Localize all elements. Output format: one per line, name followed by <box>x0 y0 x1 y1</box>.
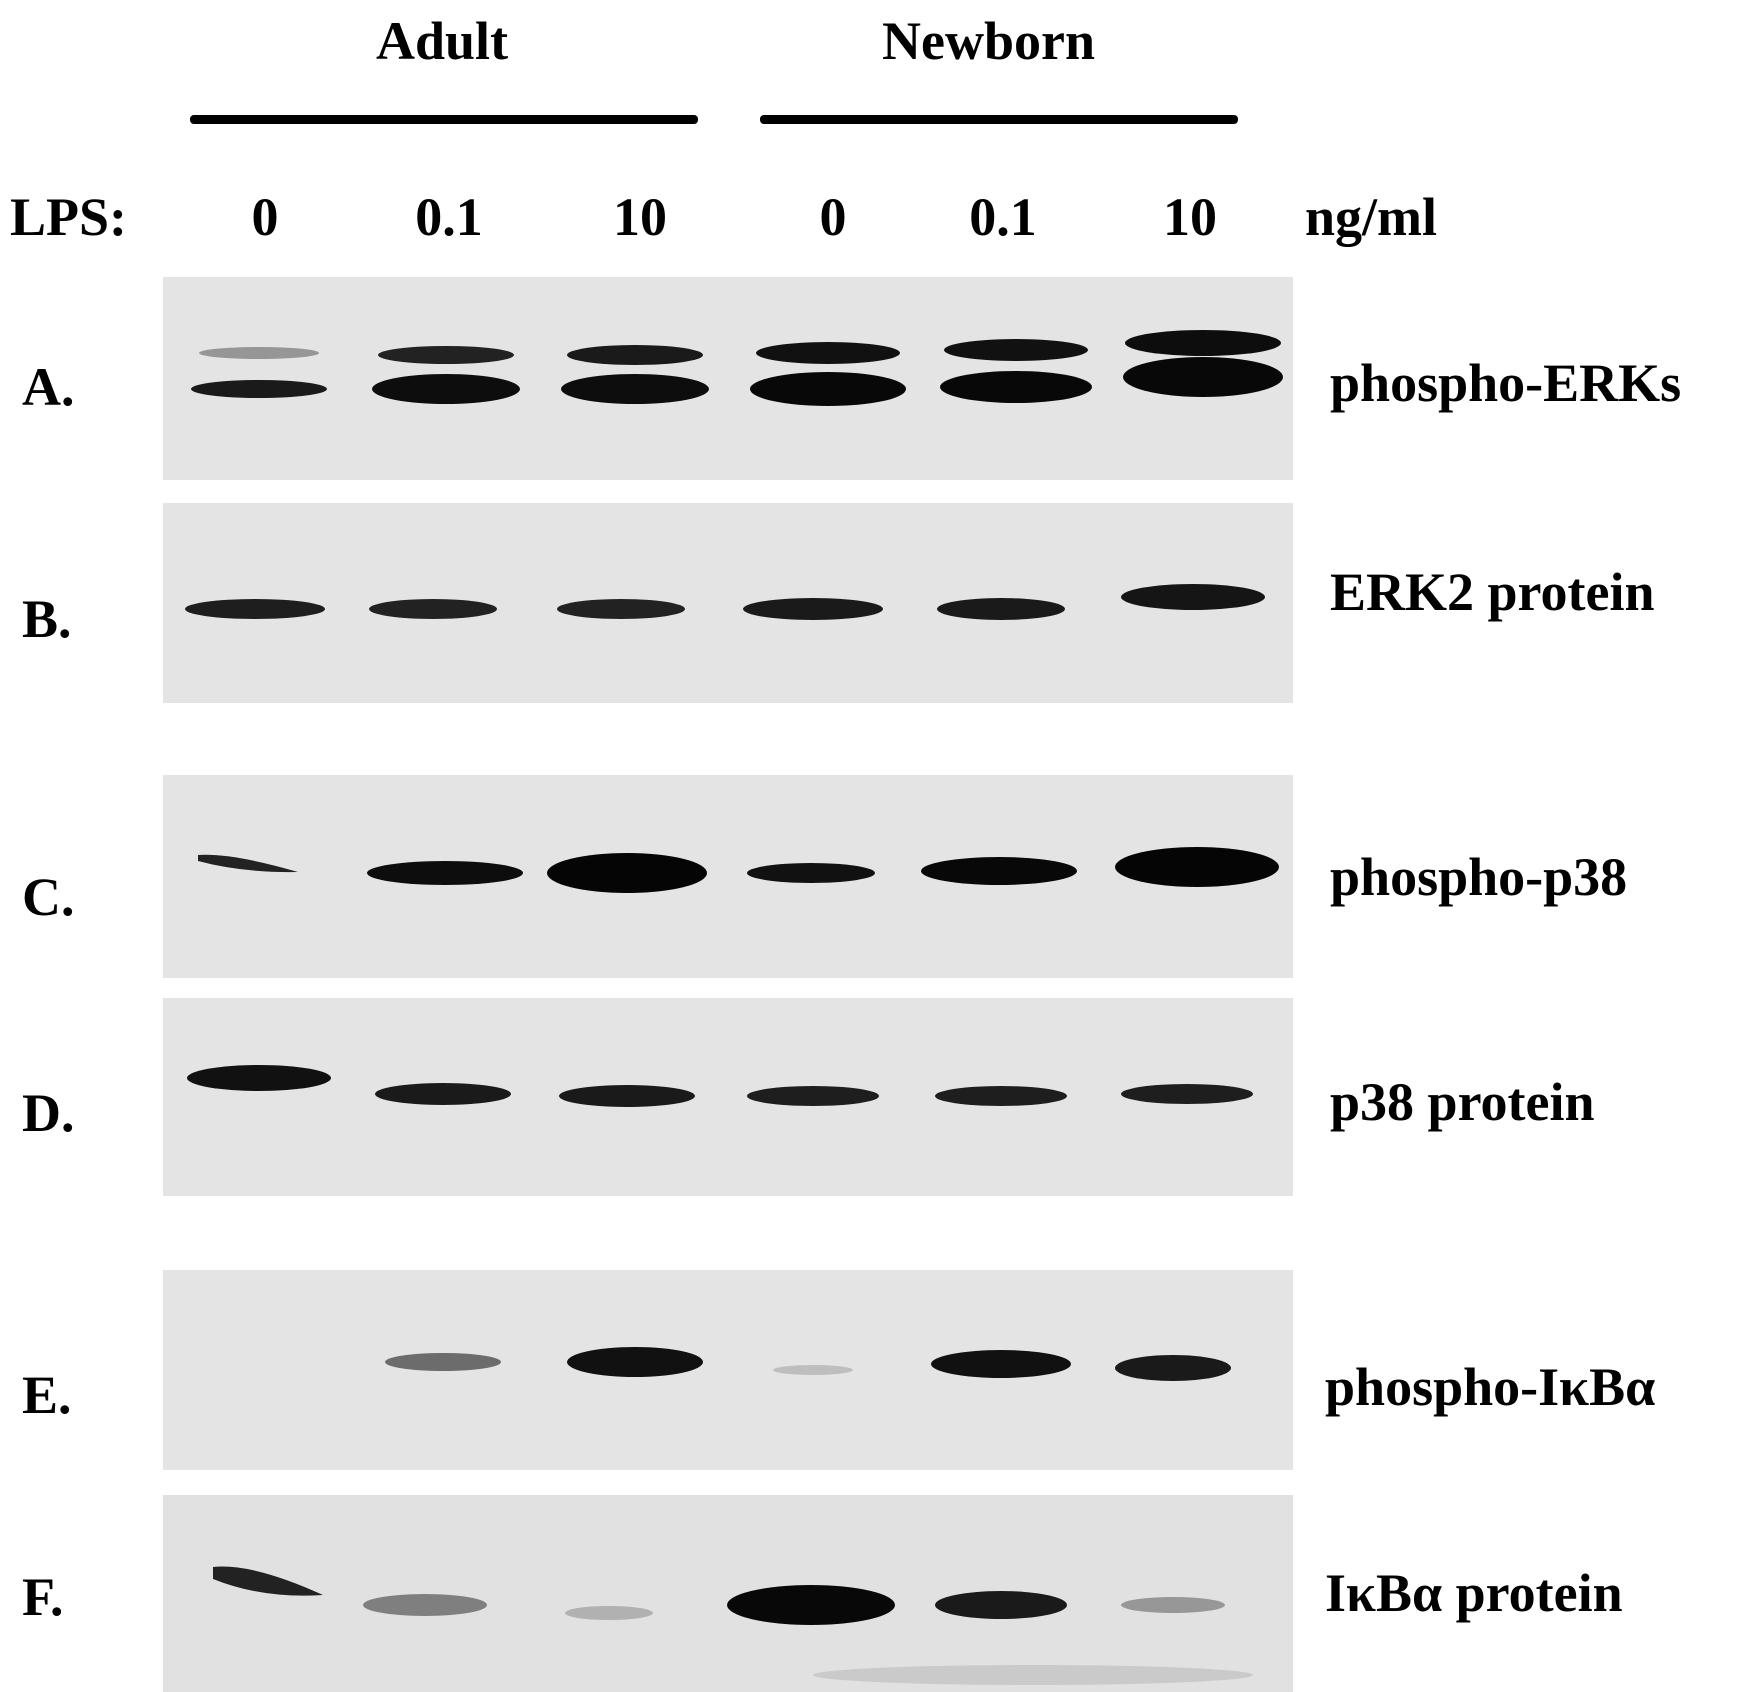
band-a-lower-5 <box>940 371 1092 403</box>
band-a-lower-3 <box>561 374 709 404</box>
band-c-2 <box>367 861 523 885</box>
panel-letter-a: A. <box>22 357 75 417</box>
band-c-1 <box>198 854 298 873</box>
band-b-5 <box>937 598 1065 620</box>
group-underline-newborn <box>760 115 1238 124</box>
band-f-6 <box>1121 1597 1225 1613</box>
panel-name-d: p38 protein <box>1330 1072 1595 1132</box>
band-b-2 <box>369 599 497 619</box>
band-f-2 <box>363 1594 487 1616</box>
band-e-5 <box>931 1350 1071 1378</box>
band-d-5 <box>935 1086 1067 1106</box>
band-a-lower-6 <box>1123 357 1283 397</box>
group-title-newborn: Newborn <box>882 11 1095 71</box>
band-c-6 <box>1115 847 1279 887</box>
band-a-upper-4 <box>756 342 900 364</box>
panel-letter-f: F. <box>22 1567 64 1627</box>
panel-letter-b: B. <box>22 589 72 649</box>
blot-f-image <box>163 1495 1293 1692</box>
dose-lane-2: 0.1 <box>415 187 483 247</box>
panel-letter-e: E. <box>22 1365 72 1425</box>
treatment-label: LPS: <box>10 187 128 247</box>
band-c-3 <box>547 853 707 893</box>
band-a-upper-2 <box>378 346 514 364</box>
band-a-lower-1 <box>191 380 327 398</box>
dose-lane-1: 0 <box>251 187 279 247</box>
dose-lane-6: 10 <box>1163 187 1217 247</box>
band-c-5 <box>921 857 1077 885</box>
band-f-lower-smear <box>813 1665 1253 1685</box>
panel-letter-d: D. <box>22 1083 75 1143</box>
blot-panel-b <box>163 503 1293 703</box>
band-e-2 <box>385 1353 501 1371</box>
blot-b-image <box>163 503 1293 703</box>
band-f-3 <box>565 1606 653 1620</box>
blot-panel-d <box>163 998 1293 1196</box>
blot-d-image <box>163 998 1293 1196</box>
panel-name-c: phospho-p38 <box>1330 847 1628 907</box>
group-title-adult: Adult <box>376 11 509 71</box>
band-b-6 <box>1121 584 1265 610</box>
blot-panel-e <box>163 1270 1293 1470</box>
dose-unit: ng/ml <box>1305 187 1438 247</box>
band-d-3 <box>559 1085 695 1107</box>
band-f-5 <box>935 1591 1067 1619</box>
band-a-lower-2 <box>372 374 520 404</box>
dose-lane-5: 0.1 <box>969 187 1037 247</box>
band-b-4 <box>743 598 883 620</box>
band-e-4 <box>773 1365 853 1375</box>
dose-lane-3: 10 <box>613 187 667 247</box>
band-c-4 <box>747 863 875 883</box>
panel-name-f: IκBα protein <box>1325 1563 1623 1623</box>
blot-e-image <box>163 1270 1293 1470</box>
panel-letter-c: C. <box>22 867 75 927</box>
blot-panel-f <box>163 1495 1293 1692</box>
blot-a-image <box>163 277 1293 480</box>
band-b-3 <box>557 599 685 619</box>
band-e-6 <box>1115 1355 1231 1381</box>
panel-name-b: ERK2 protein <box>1330 562 1655 622</box>
band-f-4 <box>727 1585 895 1625</box>
panel-name-a: phospho-ERKs <box>1330 353 1682 413</box>
band-d-4 <box>747 1086 879 1106</box>
group-underline-adult <box>190 115 698 124</box>
blot-panel-c <box>163 775 1293 978</box>
band-a-upper-3 <box>567 345 703 365</box>
band-f-1 <box>213 1566 323 1596</box>
band-e-3 <box>567 1347 703 1377</box>
band-d-2 <box>375 1083 511 1105</box>
blot-c-image <box>163 775 1293 978</box>
dose-lane-4: 0 <box>819 187 847 247</box>
blot-panel-a <box>163 277 1293 480</box>
band-a-lower-4 <box>750 372 906 406</box>
band-a-upper-6 <box>1125 330 1281 356</box>
band-d-1 <box>187 1065 331 1091</box>
band-a-upper-5 <box>944 339 1088 361</box>
band-b-1 <box>185 599 325 619</box>
panel-name-e: phospho-IκBα <box>1325 1357 1656 1417</box>
band-a-upper-1 <box>199 347 319 359</box>
band-d-6 <box>1121 1084 1253 1104</box>
